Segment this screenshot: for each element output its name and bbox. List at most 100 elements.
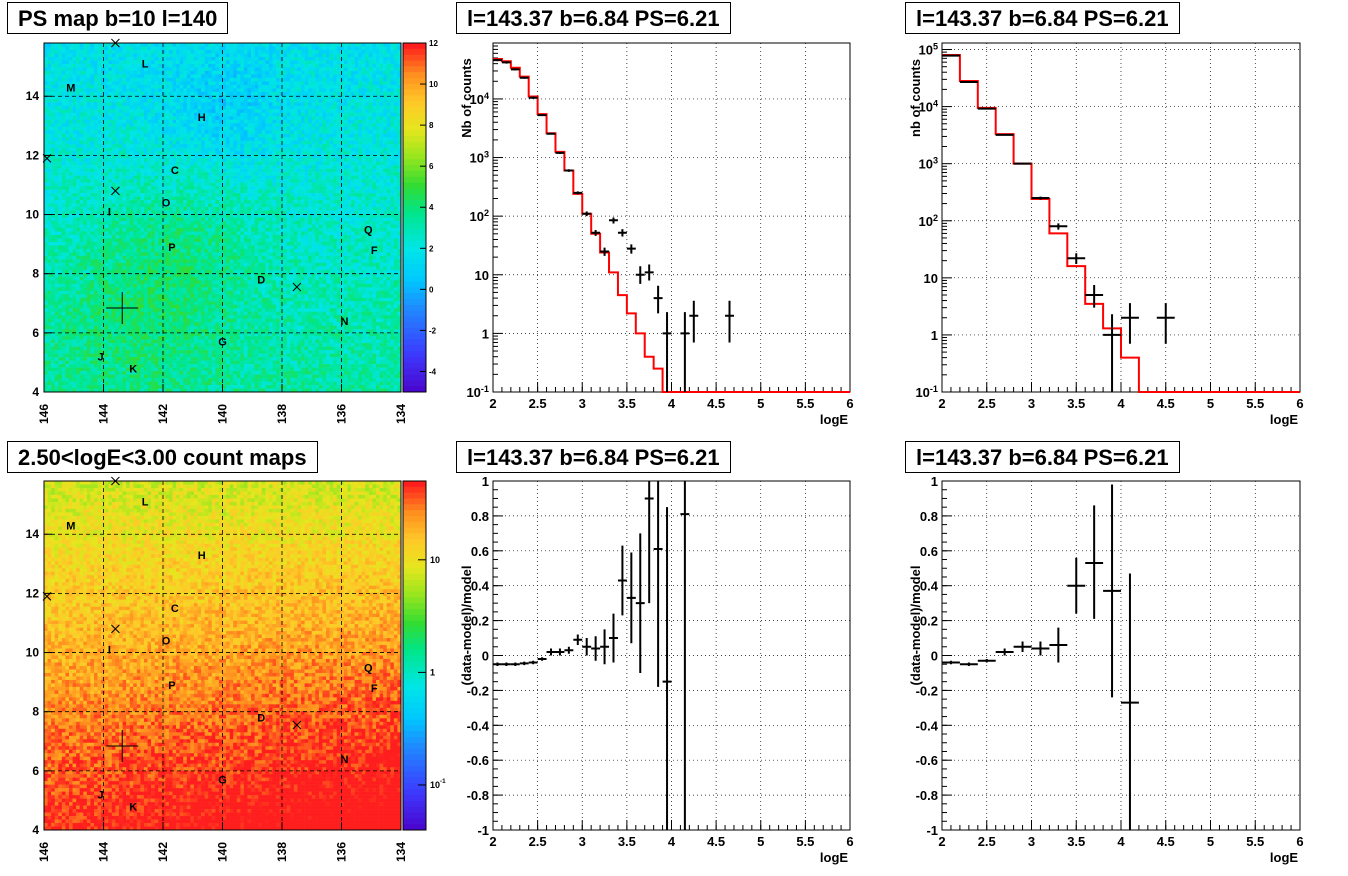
- x-tick-label: 5: [1207, 396, 1214, 411]
- map-x-tick-label: 136: [335, 842, 349, 862]
- data-point: [493, 662, 502, 666]
- data-point: [1031, 196, 1050, 200]
- data-point: [555, 151, 565, 154]
- source-label-H: H: [198, 112, 206, 124]
- map-x-tick-label: 138: [275, 842, 289, 862]
- x-tick-label: 2.5: [529, 396, 547, 411]
- data-point: [537, 114, 547, 117]
- residual-left-plot: 2 2.5 3 3.5 4 4.5 5 5.5 6 -1 -0.8 -0.6 -0.4 -0.2 0 0.2 0…: [459, 474, 854, 865]
- colorbar-tick-label: 10-1: [430, 778, 446, 790]
- map-x-tick-label: 134: [394, 842, 408, 862]
- ps-map-colorbar: 12 10 8 6 4 2 0 -2 -4: [402, 39, 438, 393]
- y-tick-label: -0.8: [467, 788, 489, 803]
- y-tick-label: 0.4: [920, 579, 939, 594]
- y-tick-label: 10: [475, 268, 489, 283]
- best-fit-cross: [106, 730, 139, 763]
- data-point: [582, 211, 592, 217]
- residual-left-title: l=143.37 b=6.84 PS=6.21: [456, 441, 731, 473]
- y-tick-label: -0.4: [916, 718, 939, 733]
- model-histogram: [493, 58, 850, 393]
- ps-map-title: PS map b=10 l=140: [7, 2, 229, 34]
- colorbar-tick-label: 2: [429, 244, 434, 253]
- x-tick-label: 4: [668, 396, 676, 411]
- x-tick-label: 5: [1207, 834, 1214, 849]
- map-x-tick-label: 146: [37, 842, 51, 862]
- data-point: [689, 300, 699, 343]
- data-point: [1013, 162, 1032, 165]
- data-point: [546, 132, 556, 135]
- data-point: [546, 648, 556, 656]
- ps-map-cells: [44, 43, 402, 393]
- x-tick-label: 5.5: [796, 396, 814, 411]
- spectrum-right-title: l=143.37 b=6.84 PS=6.21: [905, 2, 1180, 34]
- data-point: [528, 660, 538, 665]
- data-point: [725, 300, 734, 343]
- source-label-O: O: [162, 198, 171, 210]
- y-tick-label: 0: [482, 649, 489, 664]
- ps-map: 146 144 142 140 138 136 134 4 6 8 10 12 14 L M H C O I Q P F D…: [26, 38, 438, 424]
- source-label-Q: Q: [364, 662, 373, 674]
- y-tick-label: 0.6: [920, 544, 938, 559]
- data-point: [626, 244, 636, 254]
- data-point: [510, 662, 520, 666]
- colorbar-tick-label: 6: [429, 162, 434, 171]
- data-point: [1067, 253, 1086, 264]
- y-tick-label: 0.8: [471, 509, 489, 524]
- data-point: [995, 648, 1014, 656]
- x-tick-label: 3.5: [618, 396, 636, 411]
- data-point: [501, 61, 511, 64]
- data-point: [600, 247, 610, 256]
- source-label-D: D: [257, 275, 265, 287]
- data-point: [977, 658, 996, 663]
- map-y-tick-label: 12: [26, 148, 40, 162]
- data-point: [555, 648, 565, 656]
- y-axis-title: Nb of counts: [459, 58, 474, 137]
- source-label-N: N: [340, 754, 348, 766]
- source-label-P: P: [168, 242, 175, 254]
- data-point: [591, 230, 601, 236]
- map-x-tick-label: 136: [335, 404, 349, 424]
- data-point: [1121, 573, 1139, 830]
- data-point: [977, 107, 996, 110]
- source-label-L: L: [142, 497, 149, 509]
- data-point: [609, 217, 618, 224]
- source-label-N: N: [340, 316, 348, 328]
- source-label-O: O: [162, 636, 171, 648]
- y-axis-title: nb of counts: [908, 59, 923, 137]
- source-label-H: H: [198, 550, 206, 562]
- source-label-I: I: [108, 645, 111, 657]
- y-tick-label: -1: [926, 823, 938, 838]
- data-point: [1031, 641, 1050, 656]
- y-tick-label: 102: [469, 208, 489, 224]
- data-point: [635, 266, 645, 284]
- x-tick-label: 5.5: [1246, 396, 1264, 411]
- y-tick-label: 1: [931, 474, 938, 489]
- data-point: [644, 481, 654, 604]
- x-tick-label: 2: [489, 396, 496, 411]
- data-point: [582, 638, 592, 656]
- x-tick-label: 5: [757, 834, 764, 849]
- colorbar-tick-label: 10: [429, 80, 438, 89]
- map-x-tick-label: 140: [216, 842, 230, 862]
- y-tick-label: -0.6: [916, 753, 938, 768]
- x-tick-label: 4: [1117, 396, 1125, 411]
- data-point: [959, 662, 978, 666]
- x-tick-label: 3: [1028, 396, 1035, 411]
- data-point: [1049, 223, 1068, 230]
- data-point: [519, 76, 529, 79]
- y-tick-label: 0.2: [471, 614, 489, 629]
- x-tick-label: 4.5: [1157, 834, 1175, 849]
- source-label-C: C: [171, 165, 179, 177]
- data-point: [1049, 627, 1068, 663]
- y-tick-label: 105: [918, 42, 938, 58]
- y-tick-label: 1: [931, 328, 938, 343]
- spectrum-left-plot: 2 2.5 3 3.5 4 4.5 5 5.5 610-1110102103104logENb …: [459, 42, 854, 427]
- x-tick-label: 4.5: [1157, 396, 1175, 411]
- colorbar-tick-label: -2: [429, 326, 437, 335]
- source-cross-marker: [42, 591, 52, 601]
- data-point: [653, 481, 663, 687]
- x-axis-title: logE: [820, 850, 848, 865]
- data-point: [501, 662, 511, 666]
- x-tick-label: 4.5: [707, 396, 725, 411]
